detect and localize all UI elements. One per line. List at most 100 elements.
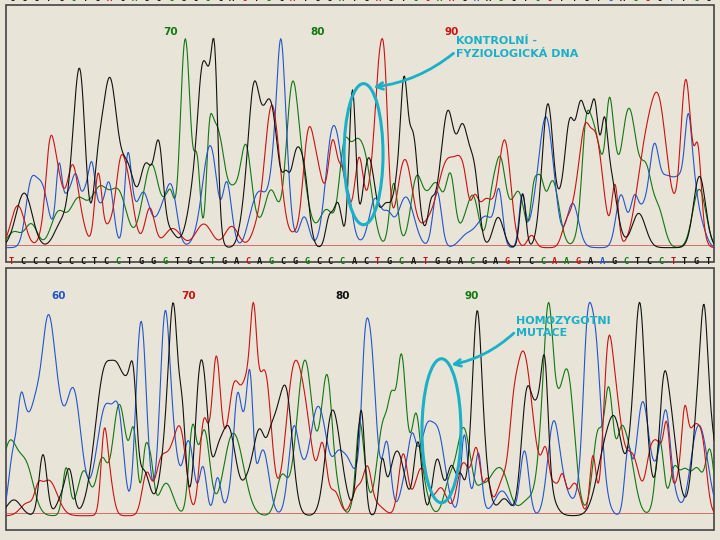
Text: T: T xyxy=(682,256,688,266)
Text: C: C xyxy=(546,0,552,3)
Text: C: C xyxy=(281,256,286,266)
Text: G: G xyxy=(583,0,589,3)
Text: A: A xyxy=(257,256,262,266)
Text: G: G xyxy=(168,0,174,3)
Text: G: G xyxy=(632,0,637,3)
Text: C: C xyxy=(241,0,246,3)
Text: T: T xyxy=(253,0,258,3)
Text: C: C xyxy=(528,256,534,266)
Text: T: T xyxy=(517,256,522,266)
Text: G: G xyxy=(95,0,100,3)
Text: G: G xyxy=(327,0,332,3)
Text: T: T xyxy=(9,256,14,266)
Text: 70: 70 xyxy=(181,291,196,301)
Text: G: G xyxy=(186,256,192,266)
Text: G: G xyxy=(315,0,320,3)
Text: C: C xyxy=(328,256,333,266)
Text: A: A xyxy=(449,0,454,3)
Text: G: G xyxy=(482,256,487,266)
Text: C: C xyxy=(45,256,50,266)
Text: A: A xyxy=(474,0,479,3)
Text: C: C xyxy=(425,0,430,3)
Text: C: C xyxy=(120,0,125,3)
Text: C: C xyxy=(71,0,76,3)
Text: G: G xyxy=(9,0,14,3)
Text: C: C xyxy=(115,256,120,266)
Text: A: A xyxy=(410,256,415,266)
Text: A: A xyxy=(437,0,442,3)
Text: 80: 80 xyxy=(335,291,349,301)
Text: A: A xyxy=(458,256,463,266)
Text: G: G xyxy=(434,256,439,266)
Text: G: G xyxy=(222,256,227,266)
Text: G: G xyxy=(139,256,144,266)
Text: A: A xyxy=(351,256,356,266)
Text: G: G xyxy=(462,0,467,3)
Text: A: A xyxy=(600,256,605,266)
Text: G: G xyxy=(34,0,39,3)
Text: T: T xyxy=(83,0,88,3)
Text: HOMOZYGOTNI
MUTACE: HOMOZYGOTNI MUTACE xyxy=(516,315,611,338)
Text: T: T xyxy=(400,0,405,3)
Text: G: G xyxy=(58,0,63,3)
Text: A: A xyxy=(233,256,238,266)
Text: G: G xyxy=(611,256,616,266)
Text: C: C xyxy=(278,0,283,3)
Text: T: T xyxy=(46,0,51,3)
Text: C: C xyxy=(534,0,540,3)
Text: G: G xyxy=(266,0,271,3)
Text: C: C xyxy=(399,256,404,266)
Text: A: A xyxy=(493,256,498,266)
Text: 90: 90 xyxy=(444,27,459,37)
Text: 60: 60 xyxy=(52,291,66,301)
Text: G: G xyxy=(180,0,186,3)
Text: G: G xyxy=(498,0,503,3)
Text: C: C xyxy=(104,256,109,266)
Text: G: G xyxy=(305,256,310,266)
Text: C: C xyxy=(608,0,613,3)
Text: G: G xyxy=(644,0,649,3)
Text: A: A xyxy=(229,0,235,3)
Text: C: C xyxy=(659,256,664,266)
Text: A: A xyxy=(564,256,570,266)
Text: G: G xyxy=(150,256,156,266)
Text: G: G xyxy=(706,0,711,3)
Text: G: G xyxy=(269,256,274,266)
Text: C: C xyxy=(413,0,418,3)
Text: T: T xyxy=(210,256,215,266)
Text: 90: 90 xyxy=(465,291,480,301)
Text: G: G xyxy=(388,0,393,3)
Text: G: G xyxy=(505,256,510,266)
Text: T: T xyxy=(91,256,97,266)
Text: T: T xyxy=(375,256,380,266)
Text: T: T xyxy=(174,256,179,266)
Text: T: T xyxy=(681,0,686,3)
Text: C: C xyxy=(469,256,474,266)
Text: T: T xyxy=(127,256,132,266)
Text: C: C xyxy=(217,0,222,3)
Text: T: T xyxy=(522,0,528,3)
Text: C: C xyxy=(340,256,345,266)
Text: C: C xyxy=(68,256,73,266)
Text: 70: 70 xyxy=(163,27,178,37)
Text: G: G xyxy=(694,256,699,266)
Text: T: T xyxy=(302,0,307,3)
Text: C: C xyxy=(204,0,210,3)
Text: C: C xyxy=(156,0,161,3)
Text: G: G xyxy=(143,0,149,3)
Text: C: C xyxy=(56,256,61,266)
Text: A: A xyxy=(485,0,491,3)
Text: A: A xyxy=(290,0,295,3)
Text: C: C xyxy=(192,0,198,3)
Text: C: C xyxy=(623,256,629,266)
Text: T: T xyxy=(423,256,428,266)
Text: C: C xyxy=(510,0,516,3)
Text: T: T xyxy=(559,0,564,3)
Text: C: C xyxy=(21,256,26,266)
Text: G: G xyxy=(163,256,168,266)
Text: KONTROLNÍ -
FYZIOLOGICKÁ DNA: KONTROLNÍ - FYZIOLOGICKÁ DNA xyxy=(456,36,578,58)
Text: A: A xyxy=(620,0,625,3)
Text: G: G xyxy=(576,256,581,266)
Text: A: A xyxy=(131,0,137,3)
Text: C: C xyxy=(316,256,321,266)
